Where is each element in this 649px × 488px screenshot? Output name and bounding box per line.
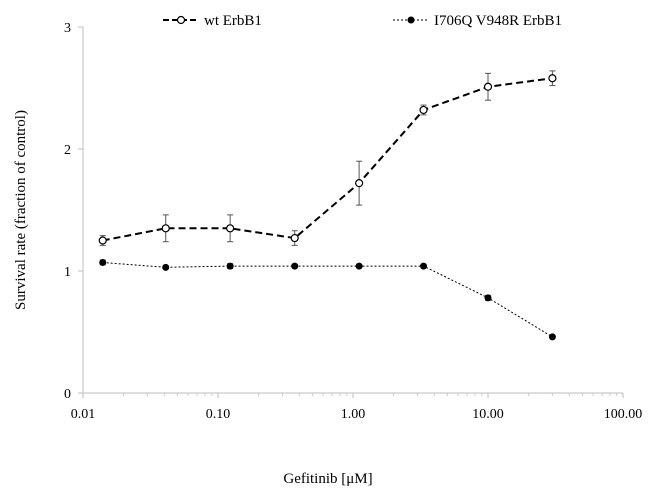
y-tick-label: 0	[64, 387, 71, 402]
y-tick-label: 3	[64, 21, 71, 36]
legend-label: wt ErbB1	[204, 13, 262, 29]
data-point	[355, 262, 363, 270]
data-point	[420, 262, 428, 270]
series-line	[102, 262, 553, 338]
data-point	[226, 262, 234, 270]
legend-swatch-marker	[407, 16, 415, 24]
data-point	[98, 236, 107, 245]
data-point	[483, 82, 493, 91]
legend-swatch-marker	[176, 15, 186, 25]
axes: 0 1 2 3 0.01 0.10 1.00 10.00 100.00	[64, 21, 642, 422]
data-point	[290, 233, 299, 243]
data-point	[291, 262, 299, 270]
y-tick-label: 1	[64, 265, 71, 280]
data-point	[548, 74, 557, 83]
plot-area	[98, 70, 557, 341]
legend-label: I706Q V948R ErbB1	[434, 13, 562, 29]
data-point	[419, 105, 428, 115]
x-tick-label: 10.00	[472, 407, 504, 422]
data-point	[226, 224, 235, 233]
x-tick-label: 0.01	[71, 407, 96, 422]
data-point	[355, 179, 364, 188]
data-point	[484, 294, 492, 302]
series-line	[102, 77, 553, 242]
data-point	[161, 224, 170, 233]
x-axis-title: Gefitinib [μM]	[283, 471, 372, 487]
x-tick-label: 1.00	[341, 407, 366, 422]
data-point	[99, 258, 107, 266]
y-tick-label: 2	[64, 143, 71, 158]
data-point	[548, 333, 556, 341]
x-tick-label: 100.00	[604, 407, 643, 422]
data-point	[162, 263, 170, 271]
legend-item: wt ErbB1	[163, 13, 262, 29]
legend-item: I706Q V948R ErbB1	[393, 13, 562, 29]
legend: wt ErbB1 I706Q V948R ErbB1	[163, 13, 562, 29]
y-axis-title: Survival rate (fraction of control)	[13, 110, 29, 310]
x-tick-label: 0.10	[206, 407, 231, 422]
